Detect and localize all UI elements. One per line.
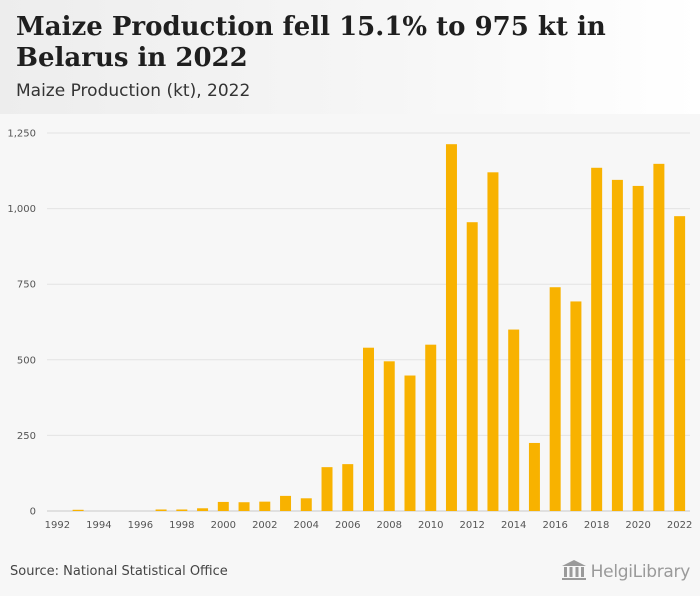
bar-2015[interactable] [528,442,540,511]
bar-2019[interactable] [611,179,623,511]
bar-2021[interactable] [653,163,665,511]
bar-2007[interactable] [363,347,374,511]
bar-2004[interactable] [300,498,312,511]
bar-2012[interactable] [466,222,478,511]
chart-subtitle: Maize Production (kt), 2022 [16,81,251,101]
x-tick-label: 2008 [377,520,402,531]
x-tick-label: 2000 [211,520,236,531]
bar-1998[interactable] [176,509,188,511]
y-tick-label: 750 [17,280,36,291]
chart-title: Maize Production fell 15.1% to 975 kt in… [16,12,606,73]
bar-1997[interactable] [155,509,167,511]
bar-chart: 0 250 500 750 1,000 1,250 1992 1994 1996 1998 200… [7,129,693,532]
bar-1999[interactable] [197,508,209,511]
bar-2000[interactable] [217,501,229,511]
x-tick-label: 2022 [667,520,692,531]
y-tick-label: 0 [30,507,36,518]
x-tick-label: 2012 [459,520,484,531]
helgi-library-logo[interactable]: HelgiLibrary [561,559,690,585]
bar-2006[interactable] [342,464,354,511]
bar-2013[interactable] [487,172,499,511]
x-tick-label: 1992 [45,520,70,531]
bar-2020[interactable] [632,185,644,512]
x-tick-label: 2014 [501,520,526,531]
bar-2016[interactable] [549,287,561,511]
bar-1993[interactable] [72,509,84,511]
x-tick-label: 1994 [86,520,111,531]
x-axis-ticks: 1992 1994 1996 1998 2000 2002 2004 2006 2008 2010… [45,520,693,531]
x-tick-label: 2002 [252,520,277,531]
source-note: Source: National Statistical Office [10,564,228,579]
bar-2009[interactable] [404,375,416,511]
y-tick-label: 250 [17,431,36,442]
x-tick-label: 2010 [418,520,443,531]
bar-2008[interactable] [383,361,395,511]
bar-2002[interactable] [259,501,271,511]
x-tick-label: 2004 [294,520,319,531]
x-tick-label: 2018 [584,520,609,531]
x-tick-label: 2016 [542,520,567,531]
x-tick-label: 2020 [625,520,650,531]
bar-2011[interactable] [445,144,457,511]
bar-2014[interactable] [508,329,520,511]
bar-2005[interactable] [321,467,333,511]
bars [72,144,686,512]
chart-header: Maize Production fell 15.1% to 975 kt in… [0,0,700,114]
y-tick-label: 500 [17,355,36,366]
library-building-icon [561,559,587,586]
y-axis-ticks: 0 250 500 750 1,000 1,250 [7,129,36,518]
bar-2018[interactable] [591,167,603,511]
y-tick-label: 1,000 [7,204,36,215]
x-tick-label: 1996 [128,520,153,531]
logo-text: HelgiLibrary [590,562,691,582]
y-tick-label: 1,250 [7,129,36,140]
x-tick-label: 2006 [335,520,360,531]
bar-2010[interactable] [425,344,437,511]
bar-2022[interactable] [674,216,686,511]
chart-footer: Source: National Statistical Office Helg… [0,548,700,596]
bar-2017[interactable] [570,301,582,511]
bar-2001[interactable] [238,502,250,511]
bar-2003[interactable] [280,495,292,511]
x-tick-label: 1998 [169,520,194,531]
